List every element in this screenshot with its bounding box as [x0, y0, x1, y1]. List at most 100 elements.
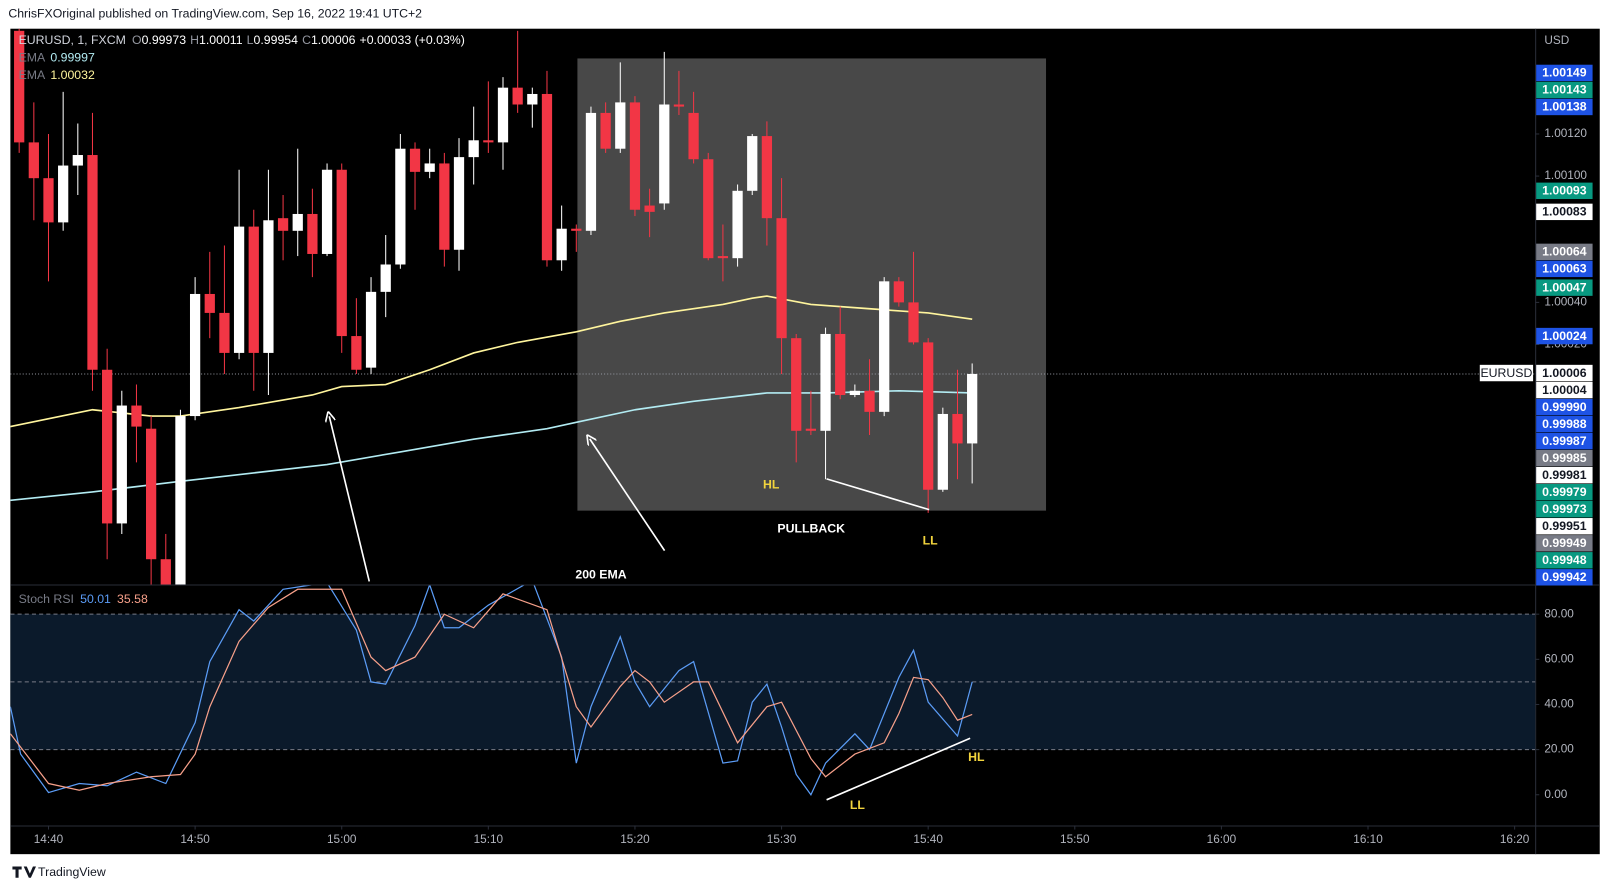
arrow [590, 439, 666, 552]
price-label: 1.00143 [1542, 83, 1587, 97]
indicator-value: 35.58 [117, 592, 148, 606]
annotation: PULLBACK [777, 521, 845, 535]
price-label: 1.00083 [1542, 205, 1587, 219]
legend: EURUSD, 1, FXCM O0.99973 H1.00011 L0.99954 C… [19, 33, 465, 47]
ohlc-key: C [302, 33, 311, 47]
candle-body [14, 30, 25, 143]
price-label: 0.99981 [1542, 468, 1587, 482]
price-label-bg [1536, 381, 1593, 399]
candle-body [453, 157, 465, 250]
y-tick-label: 60.00 [1544, 652, 1574, 665]
candle-body [43, 178, 54, 223]
price-label-bg [1536, 483, 1593, 501]
price-label-bg [1536, 535, 1593, 552]
price-label-bg [1536, 203, 1593, 221]
price-label-bg [1536, 466, 1593, 484]
change: +0.00033 (+0.03%) [360, 33, 465, 47]
candle-body [439, 163, 450, 250]
price-label: 0.99973 [1542, 502, 1587, 516]
price-label: 1.00063 [1542, 262, 1587, 276]
y-tick-label: 1.00100 [1544, 169, 1587, 182]
indicator-value: 50.01 [80, 592, 111, 606]
brand: TradingView [38, 865, 106, 879]
price-label: 1.00149 [1542, 66, 1587, 80]
x-tick-label: 15:50 [1060, 833, 1090, 846]
price-label-bg [1536, 81, 1593, 99]
candle-body [879, 281, 890, 412]
candle-body [468, 140, 479, 158]
axes: USD1.000201.000401.001001.001201.001491.… [34, 34, 1593, 846]
price-label-bg [1536, 501, 1593, 518]
candle-body [585, 112, 597, 231]
candle-body [937, 413, 948, 490]
candle-body [717, 256, 729, 259]
price-label-bg [1536, 432, 1593, 450]
annotation: LL [923, 534, 939, 548]
candle-body [204, 293, 215, 313]
price-label: 0.99990 [1542, 400, 1587, 414]
annotation: HL [968, 750, 985, 764]
candle-body [351, 336, 362, 370]
price-label-bg [1536, 415, 1593, 433]
x-tick-label: 15:20 [620, 833, 650, 846]
annotation: HL [763, 477, 780, 491]
price-label: 0.99948 [1542, 553, 1587, 567]
price-label: 0.99988 [1542, 417, 1587, 431]
candle-body [512, 87, 523, 105]
indicator-name: Stoch RSI [19, 592, 74, 606]
candle-body [703, 159, 714, 259]
candle-body [233, 226, 245, 353]
price-label: 0.99942 [1542, 570, 1587, 584]
candle-body [145, 428, 157, 560]
price-label: 0.99949 [1542, 536, 1587, 550]
candle-body [893, 281, 904, 303]
price-label: 1.00047 [1542, 280, 1587, 294]
trend-line [826, 737, 971, 801]
ema-value: 1.00032 [50, 68, 95, 82]
candle-body [160, 559, 171, 585]
candle-body [189, 293, 201, 417]
candle-body [629, 102, 641, 210]
x-tick-label: 15:10 [474, 833, 504, 846]
x-tick-label: 16:10 [1353, 833, 1383, 846]
candle-body [58, 165, 69, 223]
candle-body [805, 428, 817, 431]
y-tick-label: 20.00 [1544, 743, 1574, 756]
price-label: 0.99985 [1542, 451, 1587, 465]
ohlc-value: 1.00006 [311, 33, 356, 47]
price-label-bg [1536, 260, 1593, 278]
price-tag-bg [1479, 364, 1534, 382]
candle-body [747, 136, 758, 191]
price-pane [10, 28, 1536, 585]
candle-body [87, 155, 98, 370]
annotation: 200 EMA [575, 568, 626, 582]
candle-body [820, 333, 831, 431]
candle-body [116, 405, 127, 524]
candle-body [483, 140, 494, 143]
candle-body [761, 136, 773, 219]
y-tick-label: 80.00 [1544, 607, 1574, 620]
price-label: 0.99979 [1542, 485, 1587, 499]
candle-body [673, 104, 685, 107]
brand-logo [12, 866, 37, 878]
price-label-bg [1536, 449, 1593, 467]
candle-body [72, 155, 83, 166]
y-tick-label: 0.00 [1544, 788, 1567, 801]
price-label-bg [1536, 364, 1593, 382]
candle-body [600, 112, 611, 149]
candle-body [380, 264, 391, 292]
candle-body [571, 228, 582, 231]
ema-name: EMA [19, 51, 46, 65]
price-label-bg [1536, 552, 1593, 569]
y-tick-label: 1.00120 [1544, 127, 1587, 140]
candle-body [409, 148, 421, 172]
candle-body [307, 213, 318, 254]
ohlc-value: 1.00011 [199, 33, 243, 47]
caption: ChrisFXOriginal published on TradingView… [8, 7, 422, 21]
candle-body [321, 169, 333, 254]
arrow [329, 416, 371, 582]
price-label: 1.00004 [1542, 383, 1587, 397]
x-tick-label: 16:20 [1500, 833, 1530, 846]
candle-body [644, 205, 655, 212]
